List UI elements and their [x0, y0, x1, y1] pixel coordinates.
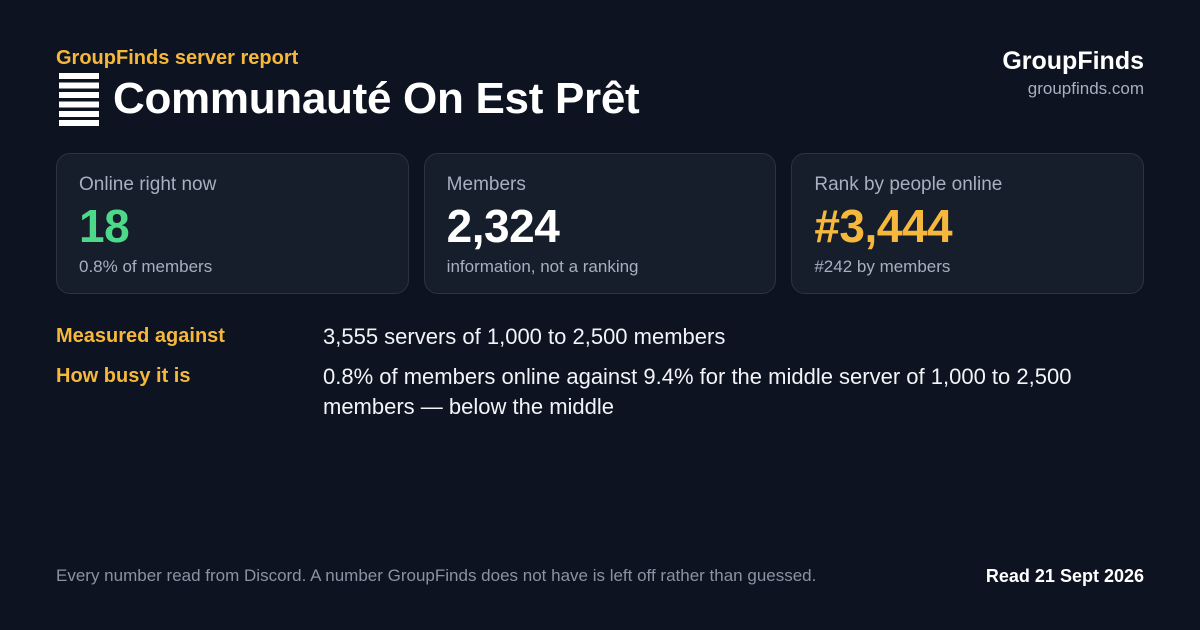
fact-value: 0.8% of members online against 9.4% for … — [323, 364, 1072, 419]
report-eyebrow: GroupFinds server report — [56, 47, 299, 69]
rank-value: #3,444 — [814, 200, 953, 252]
server-stack-icon — [59, 72, 99, 126]
server-name: Communauté On Est Prêt — [113, 74, 640, 123]
card-label: Rank by people online — [814, 174, 1003, 195]
data-source-note: Every number read from Discord. A number… — [56, 566, 817, 585]
card-label: Members — [446, 174, 526, 195]
read-date: Read 21 Sept 2026 — [985, 565, 1144, 586]
report-header: GroupFinds server report Communauté On E… — [56, 46, 1144, 130]
title-row: Communauté On Est Prêt — [56, 72, 1144, 126]
fact-row: How busy it is 0.8% of members online ag… — [56, 362, 1144, 422]
fact-value: 3,555 servers of 1,000 to 2,500 members — [323, 324, 726, 349]
card-subtext: 0.8% of members — [79, 257, 213, 276]
online-count: 18 — [79, 200, 130, 252]
fact-label: How busy it is — [56, 365, 191, 387]
card-label: Online right now — [79, 174, 217, 195]
report-footer: Every number read from Discord. A number… — [56, 564, 1144, 588]
card-subtext: #242 by members — [814, 257, 951, 276]
brand-name: GroupFinds — [1002, 47, 1144, 75]
card-subtext: information, not a ranking — [446, 257, 639, 276]
brand-url: groupfinds.com — [1027, 79, 1144, 98]
online-now-card: Online right now 18 0.8% of members — [56, 153, 409, 294]
fact-row: Measured against 3,555 servers of 1,000 … — [56, 322, 1144, 352]
member-count: 2,324 — [446, 200, 560, 252]
members-card: Members 2,324 information, not a ranking — [423, 153, 777, 294]
rank-card: Rank by people online #3,444 #242 by mem… — [791, 153, 1145, 294]
comparison-facts: Measured against 3,555 servers of 1,000 … — [56, 322, 1144, 432]
fact-label: Measured against — [56, 325, 225, 347]
brand-block: GroupFinds groupfinds.com — [1002, 46, 1144, 100]
stat-cards: Online right now 18 0.8% of members Memb… — [56, 153, 1145, 294]
